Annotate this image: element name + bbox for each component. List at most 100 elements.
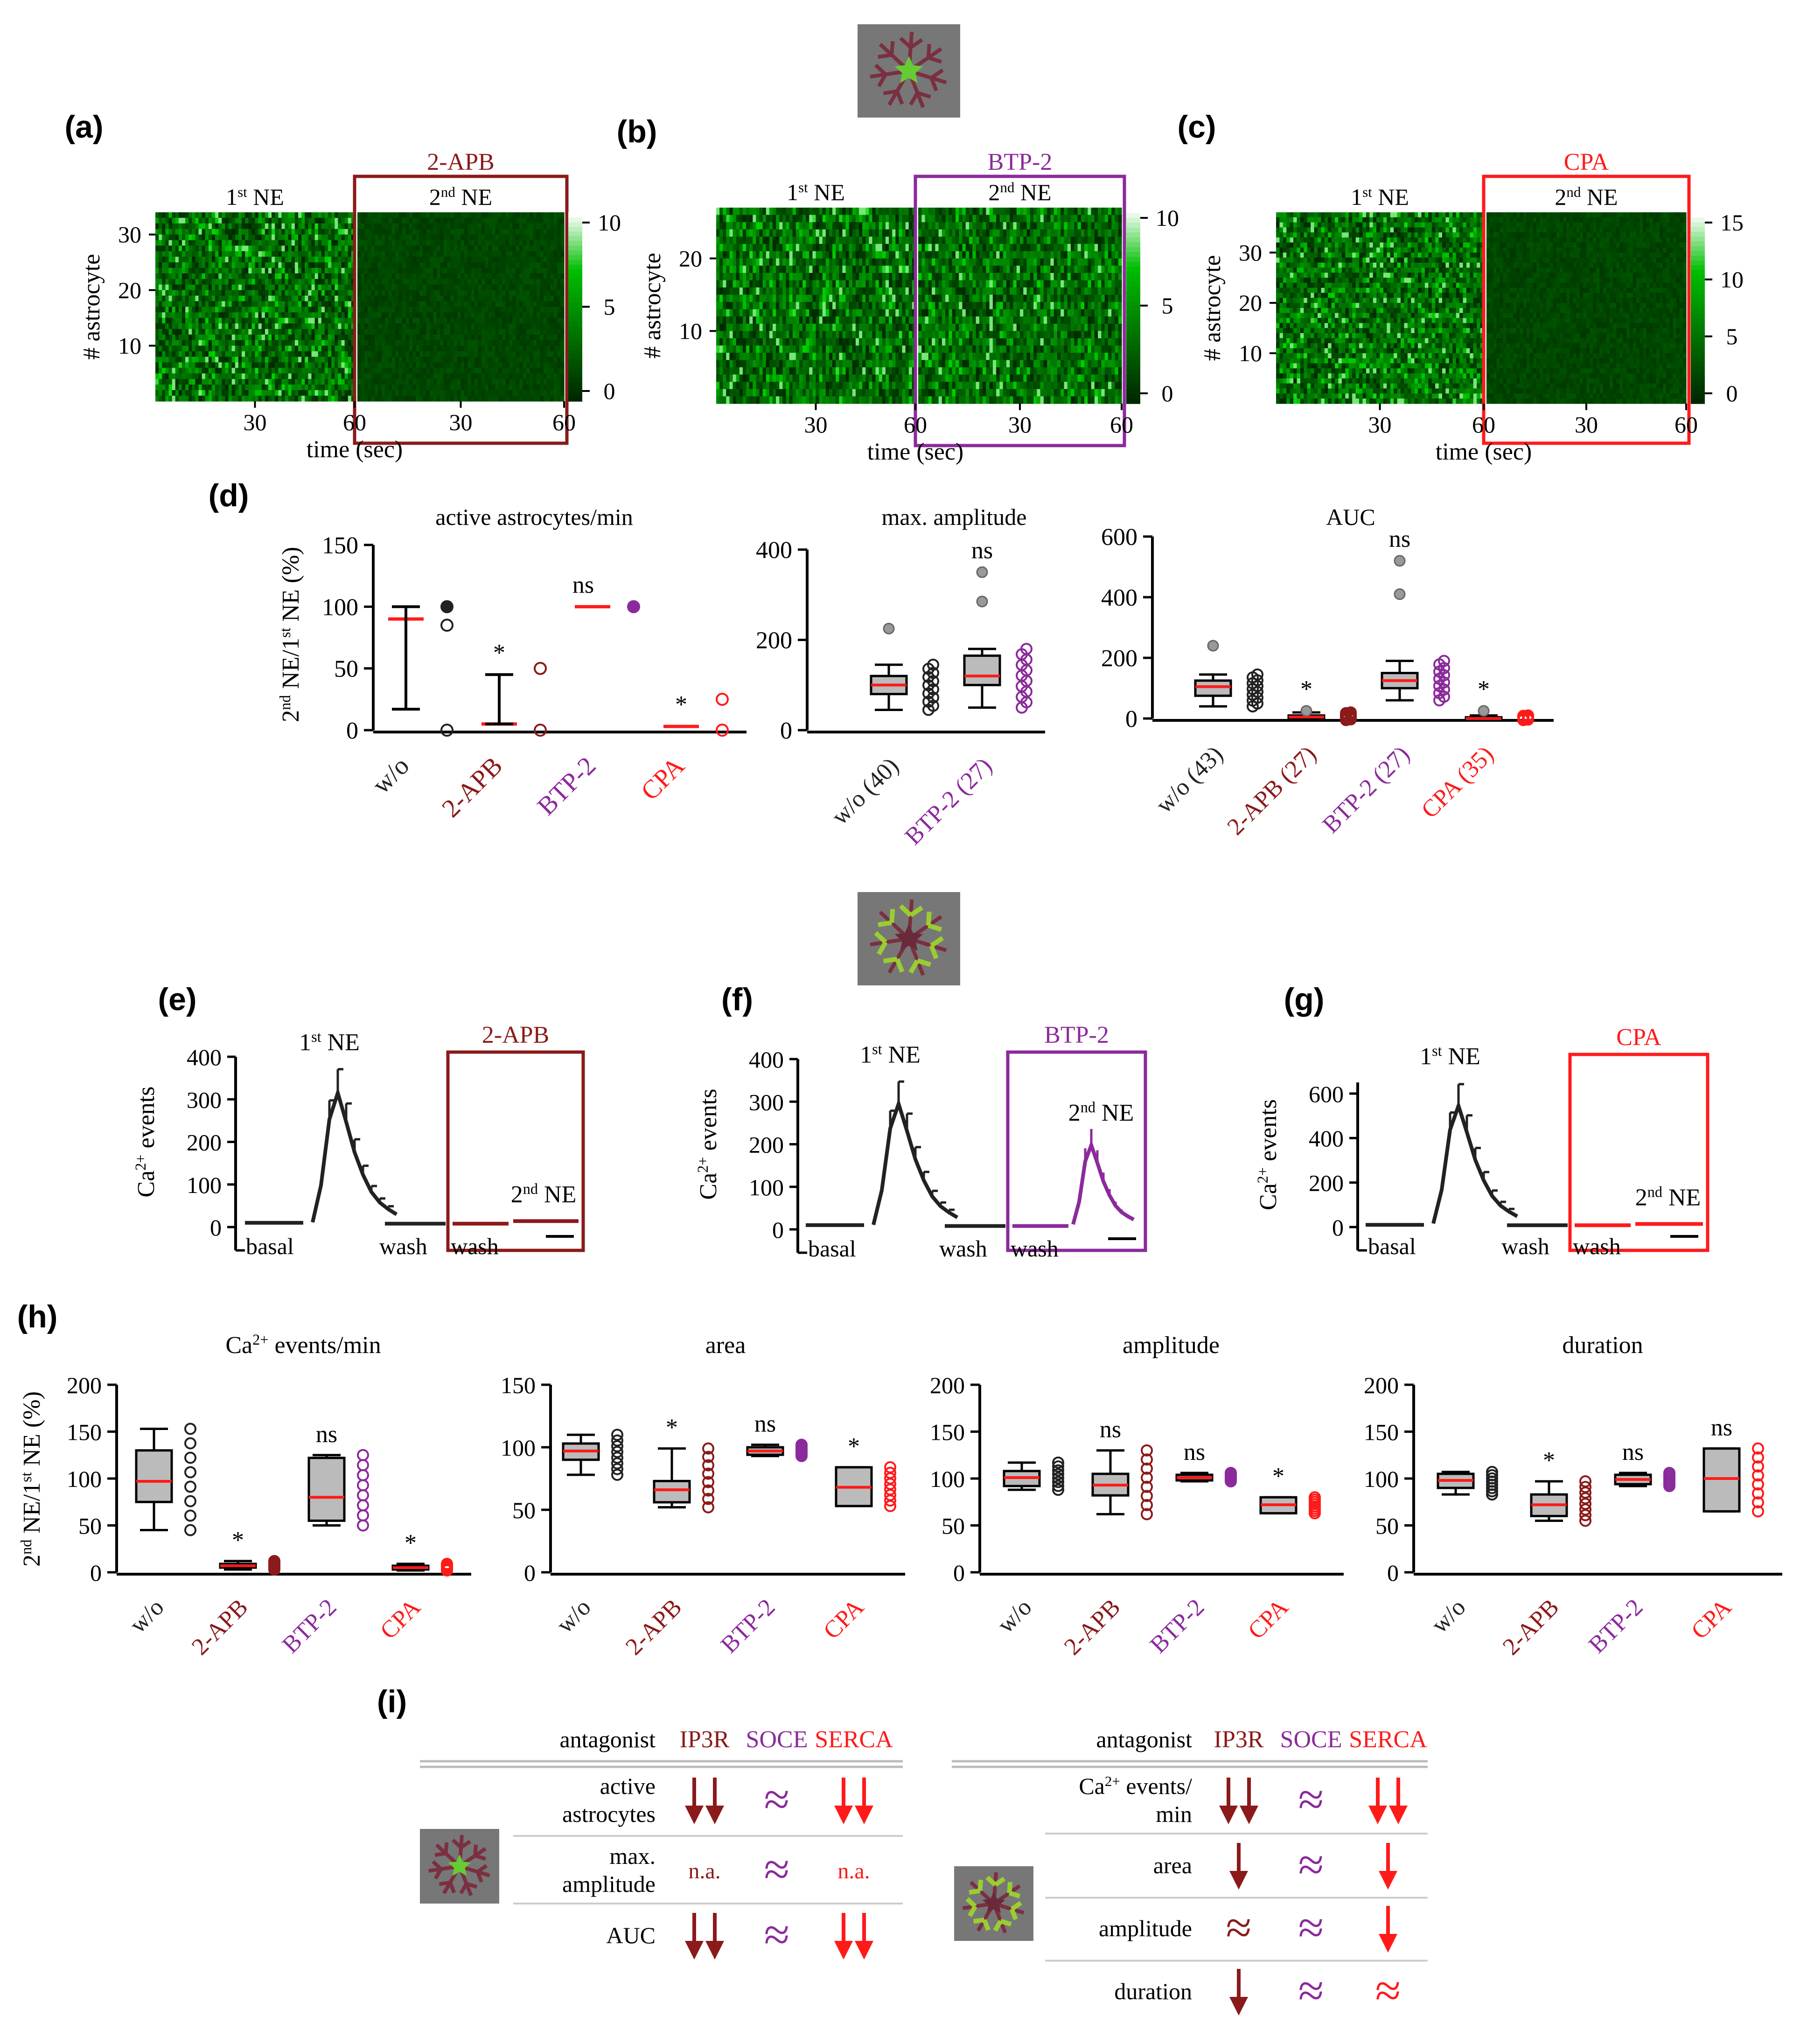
heat-cell-2nd [540,279,544,285]
heat-cell-1st [348,312,352,318]
heat-cell-1st [255,307,259,313]
heat-cell-1st [908,273,913,281]
heat-cell-1st [202,284,206,291]
heat-cell-2nd [530,368,534,374]
heat-cell-2nd [560,318,565,324]
heat-cell-2nd [523,329,527,335]
heat-cell-1st [802,237,806,244]
colorbar-tick-label: 10 [598,209,621,236]
heat-cell-1st [195,268,199,274]
heat-cell-2nd [405,301,410,307]
heat-cell-1st [178,234,182,241]
heat-cell-2nd [402,212,406,218]
heat-cell-1st [291,257,295,263]
heat-cell-2nd [536,340,540,346]
icon-branch [929,77,938,91]
heat-cell-1st [159,223,162,230]
heat-cell-2nd [416,390,420,396]
heat-cell-2nd [516,307,520,313]
heat-cell-2nd [478,279,482,285]
heat-cell-1st [248,390,252,396]
heat-cell-1st [889,273,893,281]
heat-cell-2nd [488,262,492,268]
heat-cell-2nd [364,340,368,346]
heat-cell-1st [251,223,256,230]
heat-cell-2nd [430,390,434,396]
heat-cell-2nd [419,351,423,357]
heat-cell-1st [205,323,209,329]
heat-cell-2nd [502,229,506,235]
heat-cell-2nd [557,229,561,235]
heat-cell-2nd [371,284,375,291]
heat-cell-1st [278,295,282,302]
heat-cell-1st [753,244,756,251]
heat-cell-2nd [505,345,509,352]
colorbar-step [568,377,582,383]
heat-cell-1st [739,251,743,259]
heat-cell-1st [331,368,335,374]
heat-cell-1st [829,294,833,302]
heat-cell-1st [769,251,773,259]
heat-cell-1st [335,290,339,296]
heat-cell-2nd [495,345,499,352]
heat-cell-1st [288,312,292,318]
heat-cell-1st [719,208,723,216]
heat-cell-1st [235,307,239,313]
heat-cell-1st [305,279,308,285]
heat-cell-2nd [412,240,417,246]
heat-cell-1st [318,245,322,251]
heat-cell-2nd [381,217,385,224]
heat-cell-1st [215,229,219,235]
heat-cell-1st [902,208,906,216]
heat-cell-1st [215,251,219,257]
heat-cell-1st [318,312,322,318]
heat-cell-1st [301,262,305,268]
heat-cell-1st [218,240,222,246]
heat-cell-1st [265,240,269,246]
heat-cell-2nd [440,384,444,391]
heat-cell-1st [859,251,863,259]
heat-cell-1st [799,215,803,223]
heat-cell-1st [792,258,796,266]
heat-cell-1st [314,362,319,369]
heat-cell-1st [314,340,319,346]
heat-cell-2nd [509,223,513,230]
heat-cell-1st [344,257,349,263]
heat-cell-1st [175,323,179,329]
heat-cell-2nd [530,290,534,296]
astrocyte-soma-icon [858,24,960,118]
heat-cell-1st [769,258,773,266]
heat-cell-2nd [557,312,561,318]
heat-cell-2nd [447,345,451,352]
heat-cell-1st [251,257,256,263]
heat-cell-1st [298,262,302,268]
heat-cell-2nd [481,384,485,391]
heat-cell-2nd [557,345,561,352]
heat-cell-1st [338,245,342,251]
heat-cell-1st [836,237,839,244]
heat-cell-2nd [443,279,447,285]
heat-cell-1st [308,290,312,296]
heat-cell-2nd [560,373,565,379]
heat-cell-1st [185,223,189,230]
heat-cell-1st [772,229,776,237]
heat-cell-1st [882,265,886,273]
heat-cell-2nd [560,217,565,224]
heat-cell-1st [344,323,349,329]
heat-cell-1st [729,294,733,302]
heat-cell-2nd [440,212,444,218]
heat-cell-2nd [357,290,361,296]
heat-cell-1st [162,212,166,218]
heat-cell-1st [855,222,859,230]
heat-cell-2nd [488,396,492,402]
heat-cell-2nd [495,390,499,396]
heat-cell-2nd [409,307,413,313]
heat-cell-2nd [505,257,509,263]
heat-cell-2nd [540,240,544,246]
heat-cell-2nd [560,290,565,296]
heat-cell-1st [172,301,176,307]
heat-cell-2nd [471,229,475,235]
heat-cell-1st [882,244,886,251]
heat-cell-2nd [440,312,444,318]
heat-cell-2nd [526,245,530,251]
